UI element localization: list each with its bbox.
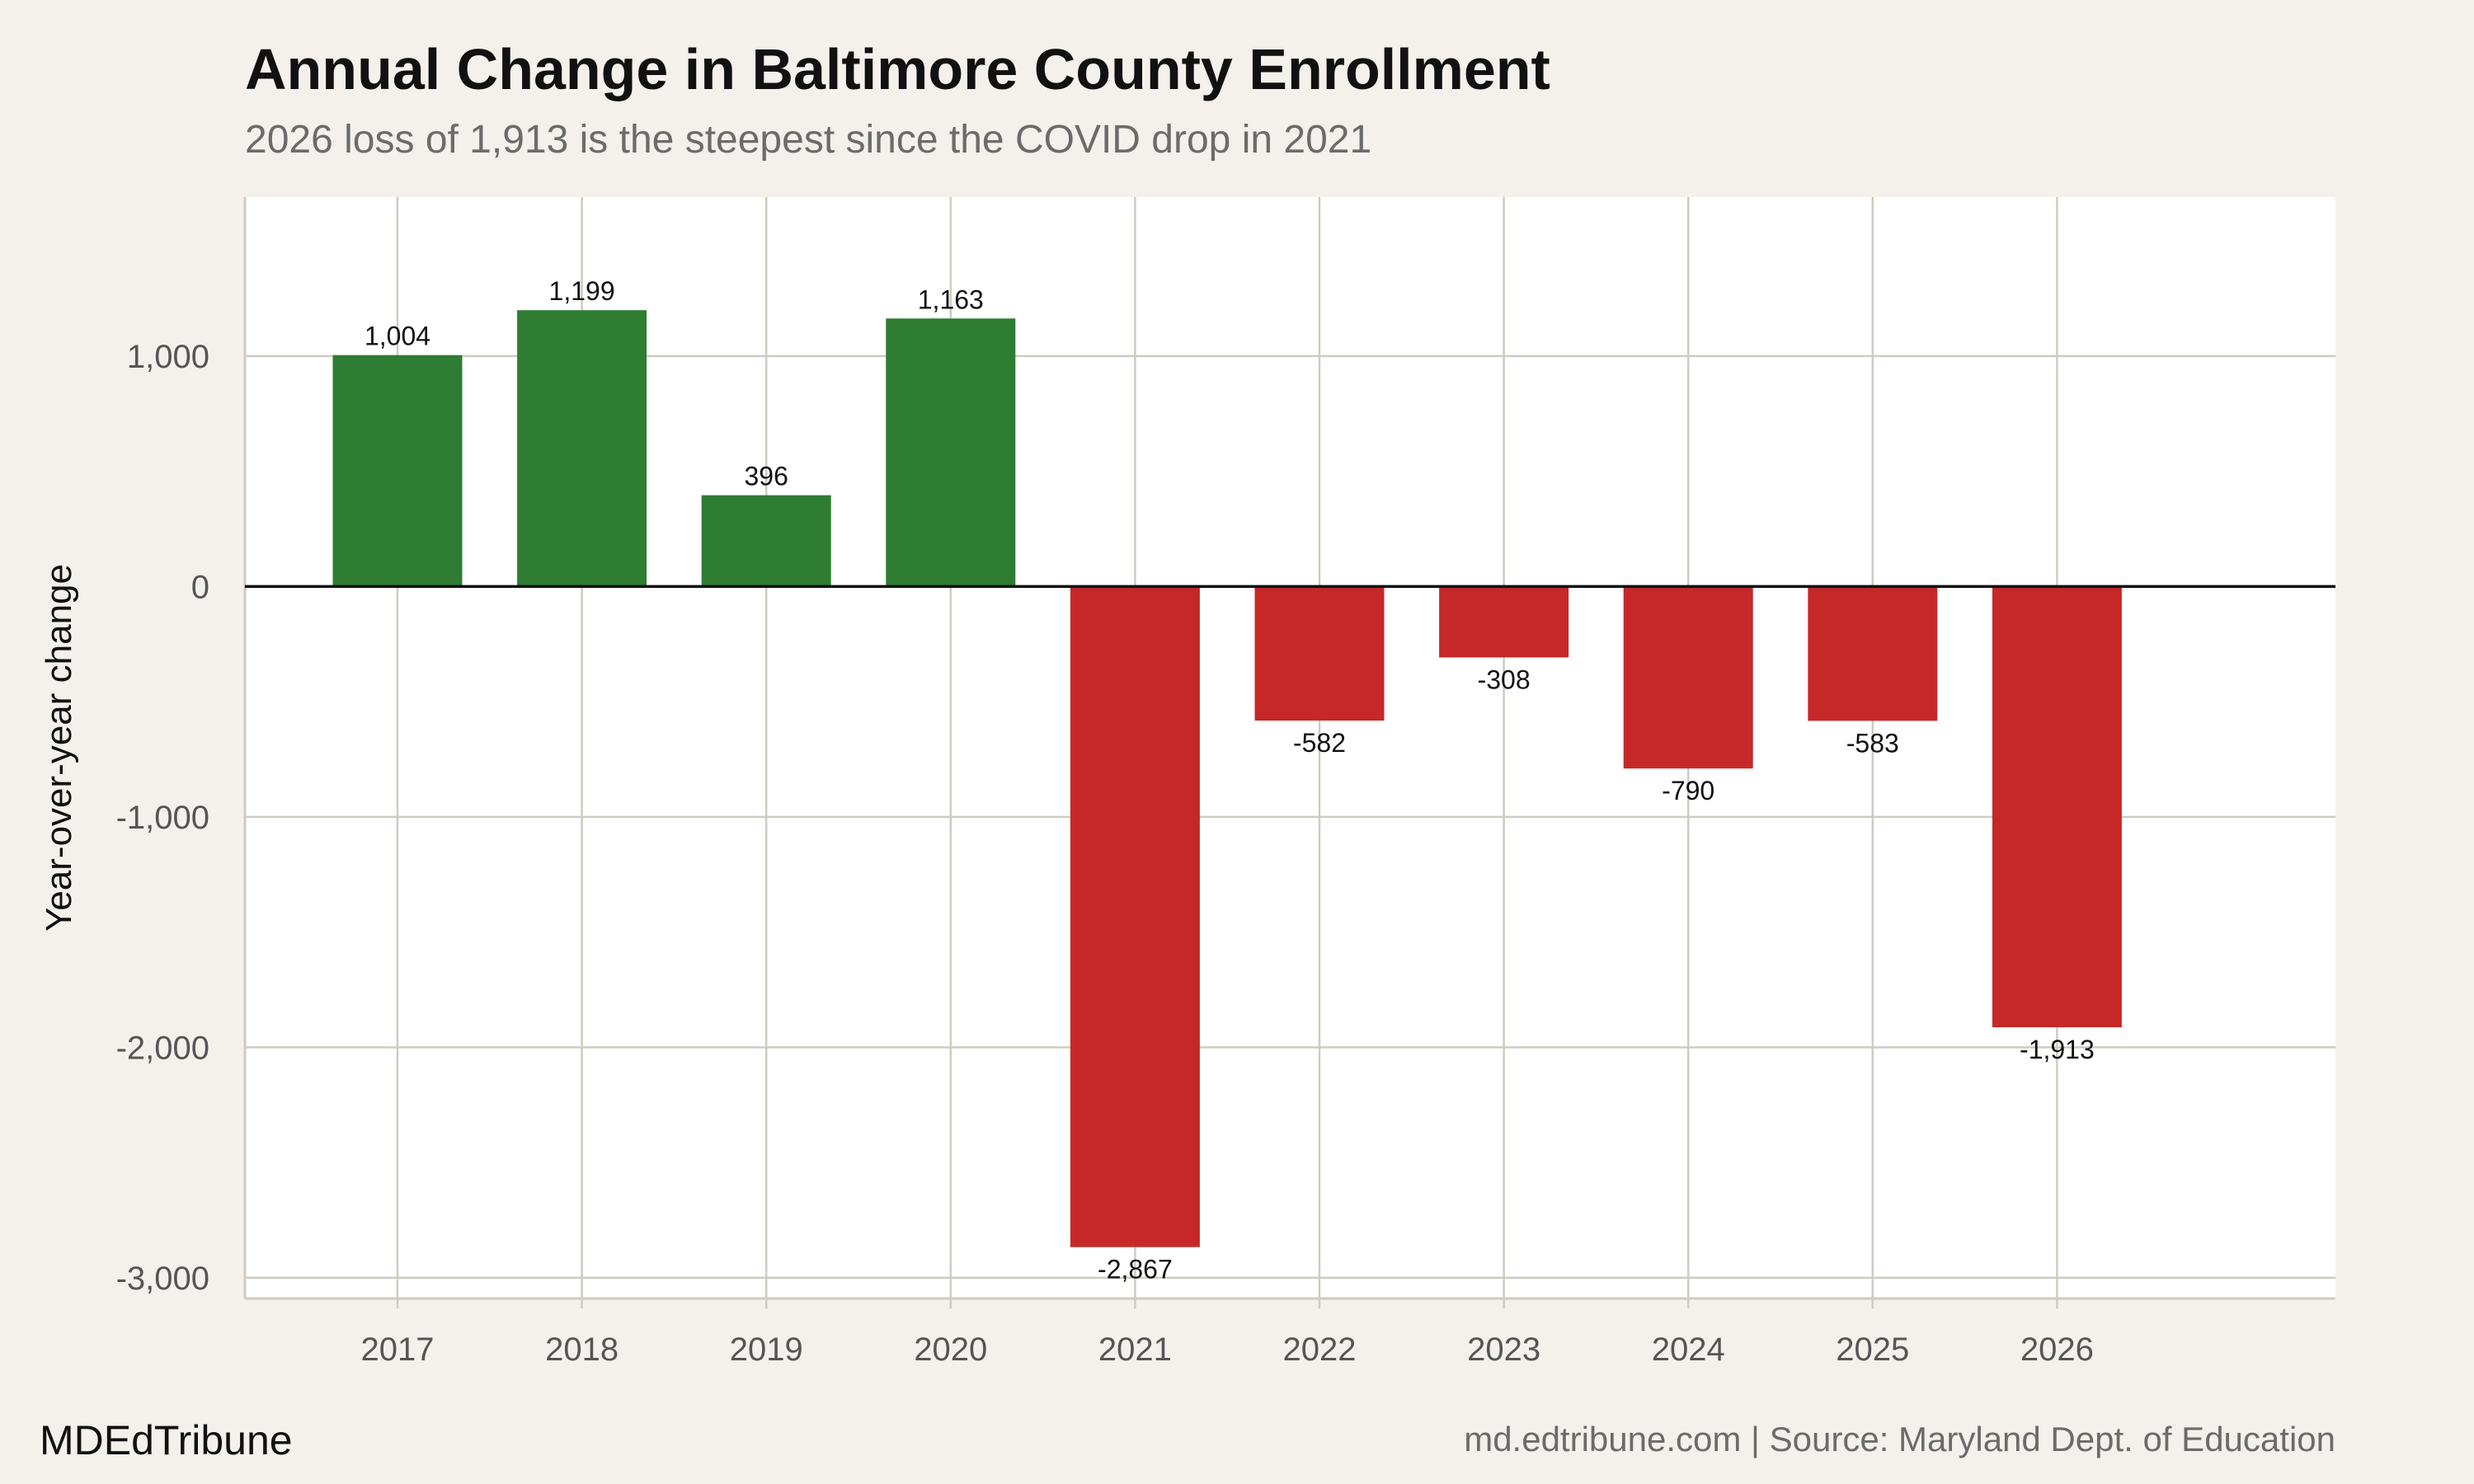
bar-2025 [1808,586,1938,721]
y-tick-label: -1,000 [116,800,209,836]
bar-2021 [1070,586,1200,1247]
x-tick-label: 2024 [1652,1331,1725,1368]
x-tick-label: 2021 [1098,1331,1172,1368]
x-tick-label: 2022 [1283,1331,1357,1368]
y-tick-label: -2,000 [116,1030,209,1066]
bar-2024 [1623,586,1753,769]
brand-logo-text: MDEdTribune [40,1417,293,1463]
data-label-2022: -582 [1293,728,1346,758]
bar-2026 [1992,586,2122,1028]
x-tick-label: 2026 [2020,1331,2094,1368]
x-tick-label: 2023 [1467,1331,1540,1368]
x-tick-label: 2017 [361,1331,435,1368]
source-note: md.edtribune.com | Source: Maryland Dept… [1464,1420,2335,1458]
x-tick-label: 2019 [730,1331,803,1368]
y-tick-label: 1,000 [127,339,209,375]
y-axis-label: Year-over-year change [39,564,79,932]
bar-2017 [332,355,463,587]
data-label-2025: -583 [1846,728,1899,758]
data-label-2019: 396 [745,462,788,491]
bar-2019 [701,495,831,587]
data-label-2026: -1,913 [2020,1035,2095,1064]
data-label-2018: 1,199 [549,276,615,306]
y-tick-label: 0 [191,569,209,605]
data-label-2023: -308 [1478,665,1531,694]
x-tick-label: 2025 [1836,1331,1909,1368]
data-label-2024: -790 [1662,776,1714,805]
bar-2018 [517,310,647,587]
bar-2023 [1439,586,1569,658]
chart-title: Annual Change in Baltimore County Enroll… [245,37,1550,101]
data-label-2021: -2,867 [1098,1255,1173,1284]
data-label-2017: 1,004 [365,322,430,351]
data-label-2020: 1,163 [918,284,984,314]
y-tick-label: -3,000 [116,1261,209,1297]
x-tick-label: 2020 [914,1331,987,1368]
chart-subtitle: 2026 loss of 1,913 is the steepest since… [245,118,1372,162]
bar-2022 [1254,586,1385,721]
x-tick-label: 2018 [545,1331,618,1368]
bar-2020 [886,318,1016,587]
